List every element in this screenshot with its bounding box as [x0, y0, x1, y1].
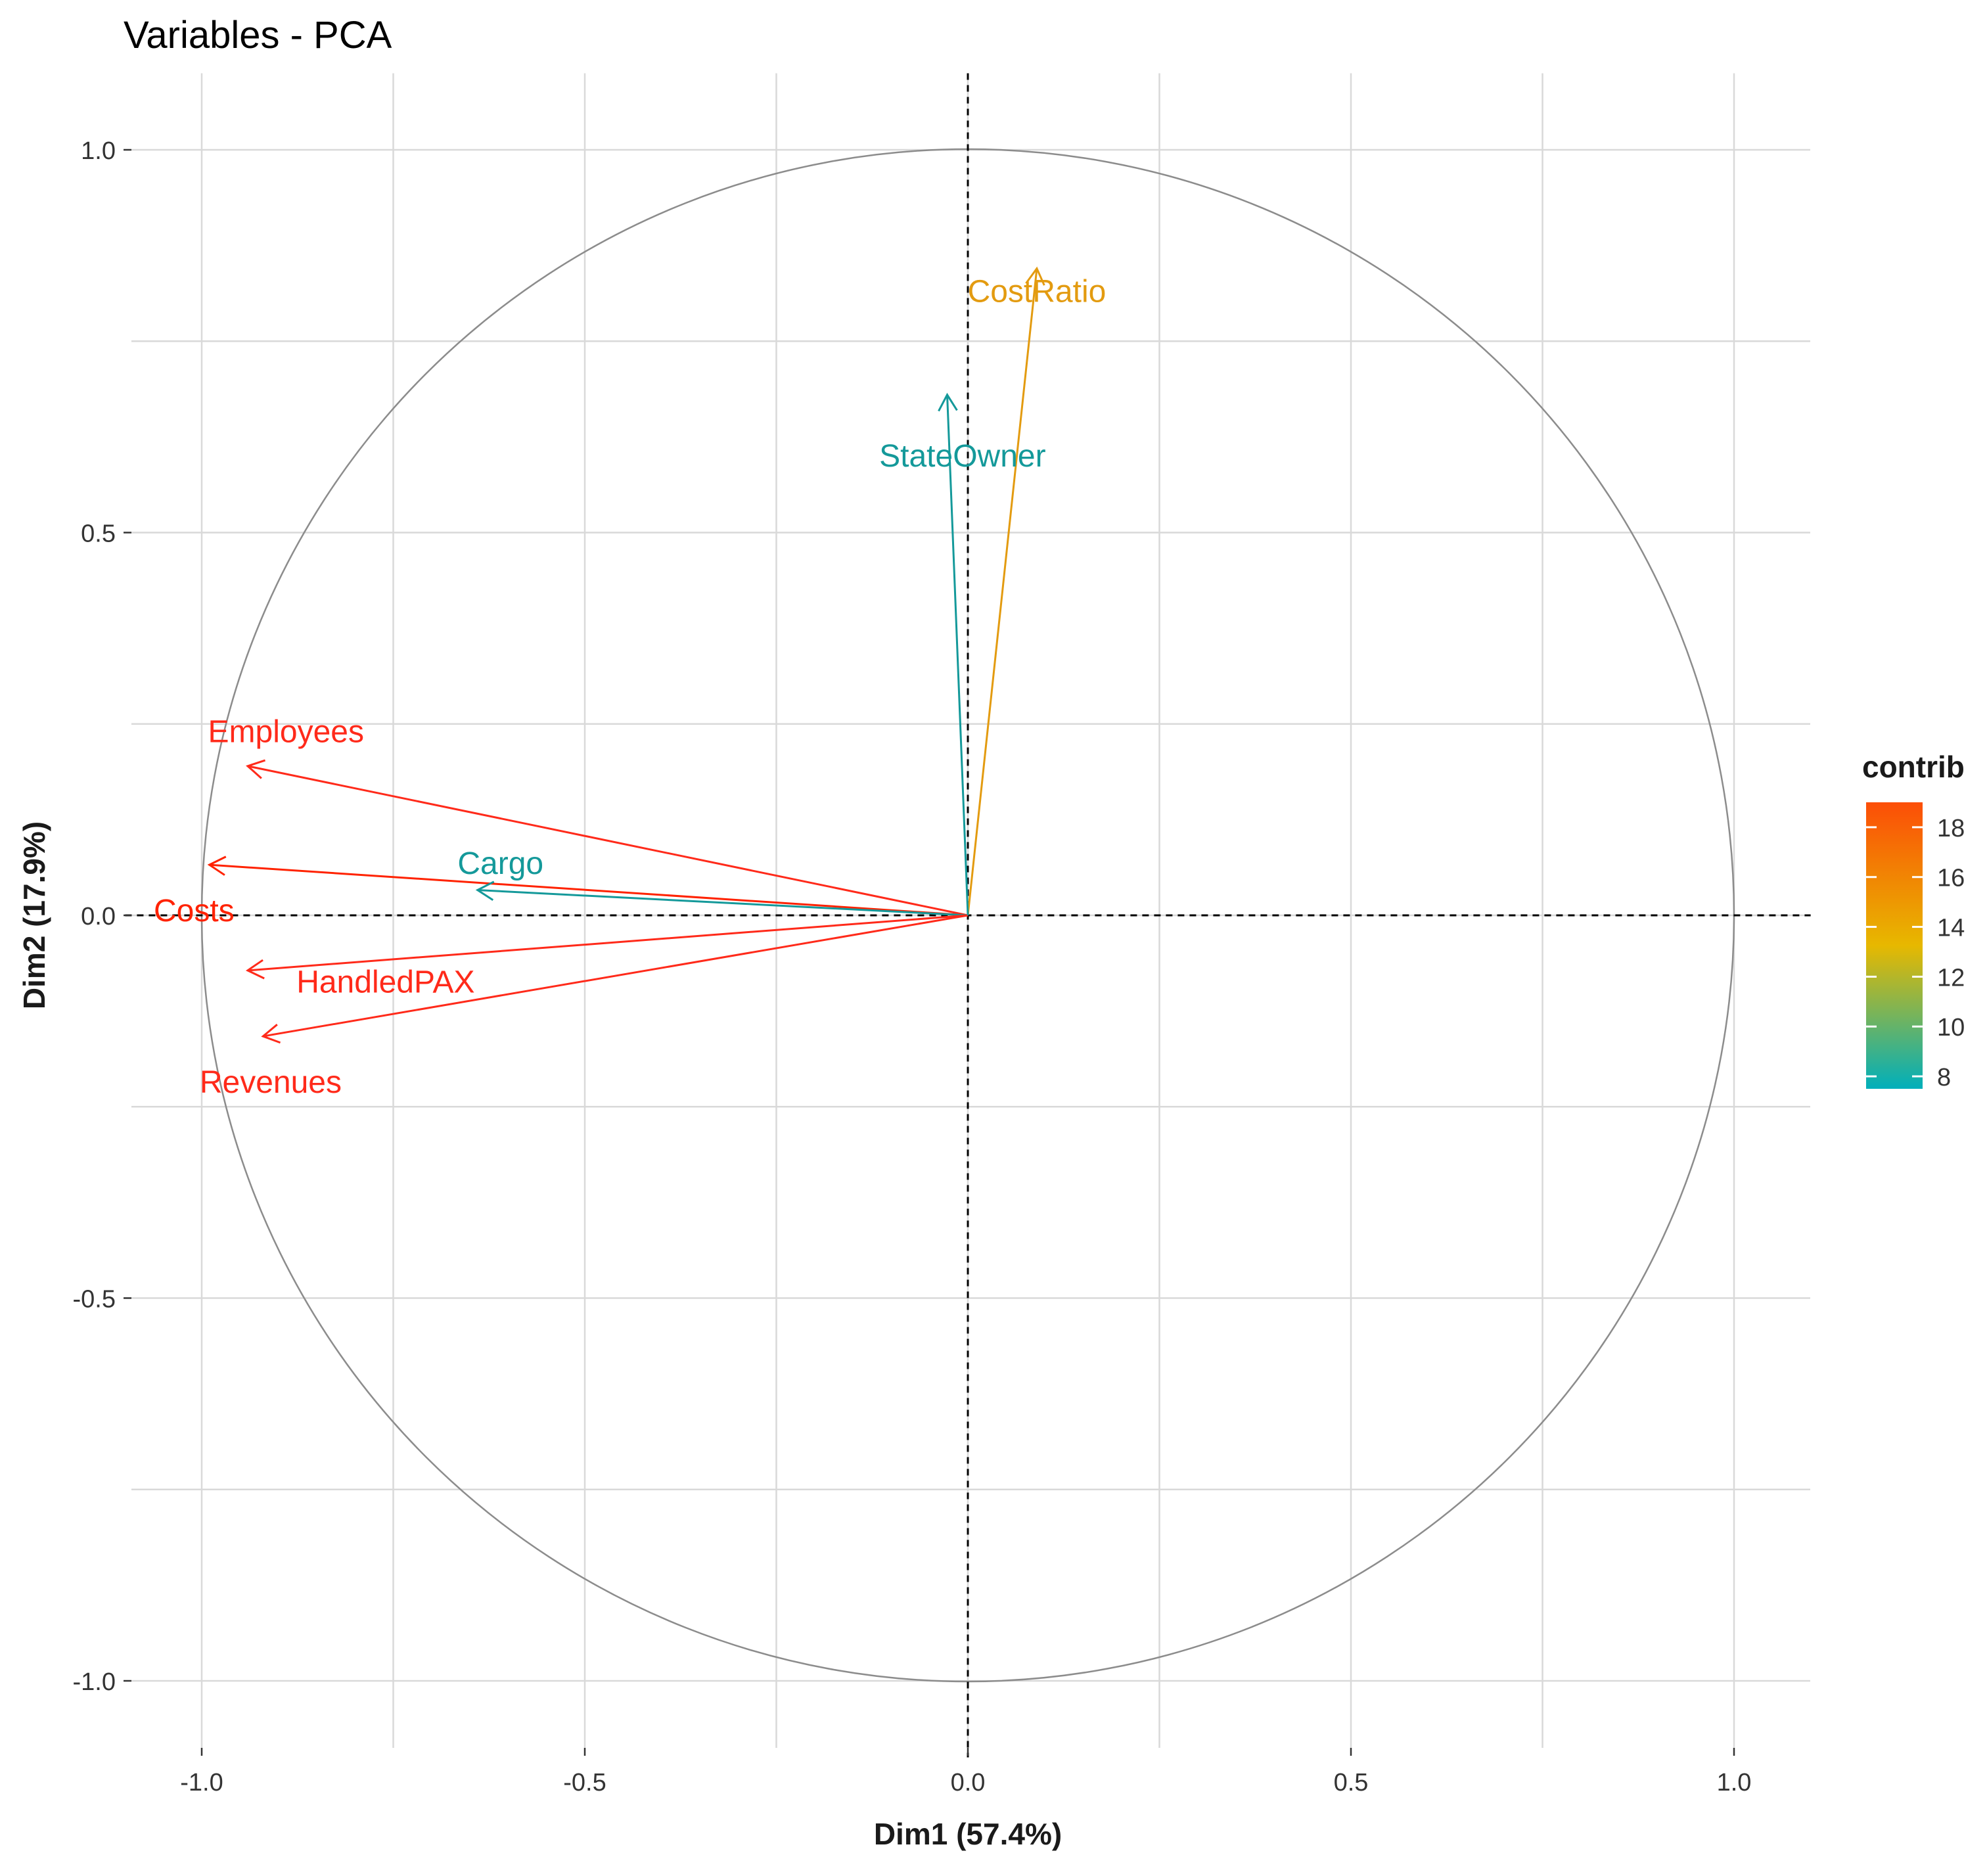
variable-label-revenues: Revenues: [200, 1065, 342, 1100]
arrow-shaft-costs: [209, 863, 969, 917]
variable-label-costratio: CostRatio: [968, 275, 1107, 309]
x-tick-label: 0.5: [1334, 1769, 1369, 1796]
x-tick-label: 0.0: [951, 1769, 986, 1796]
arrow-cargo: [475, 881, 969, 917]
arrowhead-handledpax: [245, 959, 265, 980]
variable-label-stateowner: StateOwner: [879, 439, 1045, 474]
x-tick-label: 1.0: [1717, 1769, 1752, 1796]
y-tick-label: 0.5: [81, 520, 116, 548]
arrowhead-revenues: [261, 1024, 281, 1044]
x-tick-label: -1.0: [180, 1769, 223, 1796]
y-axis-title: Dim2 (17.9%): [17, 821, 51, 1009]
arrow-handledpax: [245, 914, 969, 980]
legend-tick-label: 14: [1937, 915, 1965, 942]
legend-tick-label: 16: [1937, 865, 1965, 892]
arrowhead-costratio: [1025, 266, 1045, 286]
x-axis-title: Dim1 (57.4%): [874, 1817, 1062, 1851]
arrow-shaft-handledpax: [247, 914, 969, 972]
chart-title: Variables - PCA: [124, 14, 392, 57]
legend-title: contrib: [1862, 750, 1965, 784]
y-tick-label: 0.0: [81, 903, 116, 930]
legend-tick-label: 12: [1937, 964, 1965, 992]
variable-label-cargo: Cargo: [457, 846, 543, 881]
y-tick-label: -0.5: [73, 1286, 116, 1314]
arrowhead-costs: [207, 856, 227, 876]
legend-ticks: 8 10 12 14 16 18: [1866, 815, 1965, 1091]
arrow-revenues: [261, 914, 969, 1044]
variable-label-employees: Employees: [208, 714, 364, 749]
arrow-employees: [246, 759, 969, 917]
arrow-stateowner: [938, 392, 969, 916]
y-axis-ticks: -1.0 -0.5 0.0 0.5 1.0: [73, 137, 131, 1696]
arrow-shaft-revenues: [263, 914, 969, 1038]
legend-tick-label: 8: [1937, 1064, 1951, 1091]
variable-label-costs: Costs: [154, 894, 235, 928]
legend-tick-label: 18: [1937, 815, 1965, 842]
legend-colorbar: [1866, 802, 1923, 1089]
x-tick-label: -0.5: [563, 1769, 606, 1796]
y-tick-label: 1.0: [81, 137, 116, 165]
arrowhead-cargo: [475, 881, 495, 902]
variable-label-handledpax: HandledPAX: [296, 965, 474, 999]
legend: contrib 8 10 12 14 16 18: [1862, 750, 1965, 1091]
y-tick-label: -1.0: [73, 1668, 116, 1696]
legend-tick-label: 10: [1937, 1014, 1965, 1041]
arrow-costratio: [967, 266, 1045, 916]
variable-arrows: [207, 266, 1045, 1044]
x-axis-ticks: -1.0 -0.5 0.0 0.5 1.0: [180, 1748, 1751, 1796]
arrowhead-employees: [246, 759, 266, 779]
variable-labels: Employees Costs Cargo HandledPAX Revenues Cos…: [154, 275, 1106, 1100]
arrowhead-stateowner: [938, 392, 958, 412]
arrow-shaft-stateowner: [946, 394, 969, 916]
arrow-costs: [207, 856, 969, 917]
arrow-shaft-costratio: [967, 268, 1038, 916]
arrow-shaft-employees: [247, 765, 969, 917]
arrow-shaft-cargo: [477, 889, 969, 917]
